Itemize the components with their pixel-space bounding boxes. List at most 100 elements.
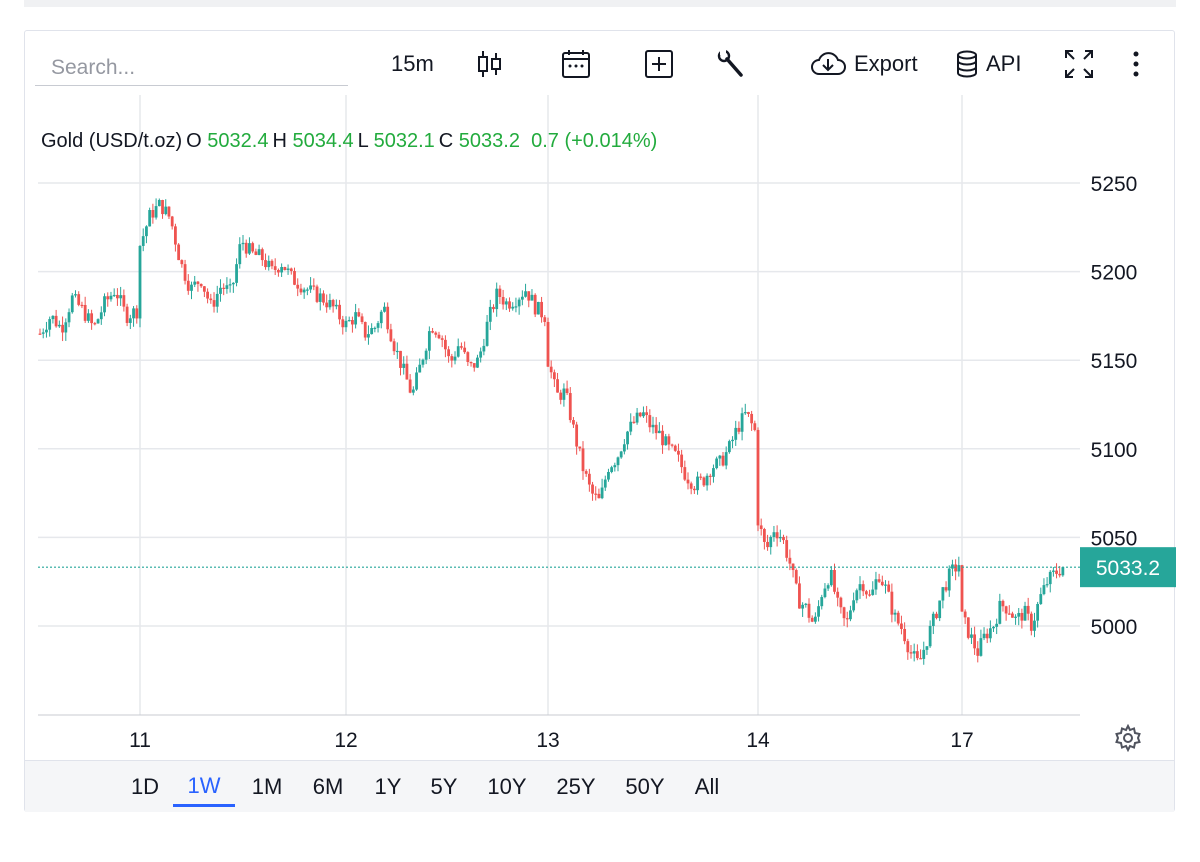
candle-down [667, 436, 671, 445]
candlestick-icon [476, 49, 504, 79]
candle-up [370, 328, 374, 335]
candle-up [769, 536, 773, 548]
candle-down [405, 363, 409, 380]
candle-down [338, 304, 341, 320]
candle-down [597, 493, 601, 499]
candle-down [584, 471, 588, 474]
candle-down [351, 320, 354, 325]
candle-up [603, 479, 607, 488]
candle-down [472, 363, 476, 368]
high-label: H [272, 130, 287, 152]
tools-button[interactable] [717, 44, 745, 84]
candle-down [1058, 573, 1062, 576]
candle-up [995, 623, 999, 627]
candle-up [813, 616, 817, 622]
range-button-1y[interactable]: 1Y [374, 774, 402, 799]
candle-down [581, 448, 585, 472]
candle-up [820, 597, 824, 607]
calendar-icon [561, 49, 591, 79]
candle-up [367, 334, 370, 338]
candle-down [648, 415, 652, 428]
range-button-5y[interactable]: 5Y [430, 774, 458, 799]
candle-up [1036, 603, 1040, 621]
range-button-1m[interactable]: 1M [251, 774, 283, 799]
candle-up [402, 363, 406, 368]
candle-down [492, 306, 495, 310]
candle-down [556, 379, 559, 393]
interval-button[interactable]: 15m [391, 44, 434, 84]
candle-up [1042, 585, 1046, 595]
range-button-all[interactable]: All [694, 774, 720, 799]
candle-down [1020, 612, 1024, 621]
last-price-label: 5033.2 [1096, 557, 1160, 580]
candle-up [826, 585, 830, 589]
candle-up [727, 441, 731, 453]
candle-up [941, 587, 945, 601]
candle-down [183, 264, 187, 281]
candle-down [1001, 600, 1005, 607]
candle-down [90, 313, 94, 324]
candle-down [552, 372, 556, 380]
candle-down [890, 591, 894, 615]
candle-down [260, 249, 264, 261]
range-button-1w[interactable]: 1W [173, 767, 235, 807]
candle-down [549, 366, 553, 373]
candle-down [836, 591, 840, 598]
candle-down [683, 467, 687, 480]
candle-down [670, 444, 674, 446]
candle-up [517, 299, 521, 307]
candle-down [501, 296, 505, 305]
candle-up [418, 364, 422, 373]
candle-down [692, 488, 696, 491]
range-button-25y[interactable]: 25Y [556, 774, 596, 799]
candle-down [680, 454, 684, 468]
candle-up [740, 413, 744, 432]
candle-down [785, 540, 789, 558]
candle-down [540, 301, 543, 318]
candle-up [248, 243, 251, 254]
candle-down [756, 429, 760, 526]
ohlc-legend: Gold (USD/t.oz) O 5032.4 H 5034.4 L 5032.1 C… [41, 130, 657, 153]
candle-up [64, 322, 68, 333]
range-button-6m[interactable]: 6M [312, 774, 344, 799]
candle-up [817, 606, 820, 617]
candle-up [925, 646, 929, 650]
candle-down [296, 284, 300, 289]
candle-up [922, 649, 926, 659]
indicators-button[interactable] [645, 44, 673, 84]
candle-down [919, 658, 922, 660]
candle-down [331, 300, 335, 307]
candle-down [880, 581, 884, 586]
candle-down [264, 260, 267, 268]
candle-down [186, 280, 190, 291]
chart-type-button[interactable] [476, 44, 504, 84]
x-tick-label: 17 [950, 729, 973, 752]
fullscreen-button[interactable] [1064, 44, 1094, 84]
candle-up [267, 260, 271, 268]
candle-up [479, 351, 483, 358]
settings-button[interactable] [1114, 723, 1142, 753]
range-button-50y[interactable]: 50Y [625, 774, 665, 799]
candle-up [1017, 612, 1021, 617]
candle-down [363, 321, 367, 338]
candle-down [839, 597, 843, 608]
candle-up [874, 579, 878, 590]
range-button-10y[interactable]: 10Y [487, 774, 527, 799]
candle-up [957, 565, 961, 572]
export-button[interactable]: Export [810, 44, 918, 84]
high-value: 5034.4 [292, 130, 354, 152]
open-label: O [186, 130, 202, 152]
range-button-1d[interactable]: 1D [130, 774, 160, 799]
candle-down [341, 319, 345, 328]
candle-up [696, 476, 699, 491]
more-button[interactable] [1126, 44, 1146, 84]
candle-down [721, 455, 725, 466]
candle-up [495, 288, 499, 310]
date-range-button[interactable] [561, 44, 591, 84]
search-input[interactable] [35, 50, 348, 86]
api-button[interactable]: API [956, 44, 1021, 84]
candle-up [970, 634, 973, 638]
candle-down [1026, 605, 1030, 614]
candle-up [231, 282, 235, 285]
